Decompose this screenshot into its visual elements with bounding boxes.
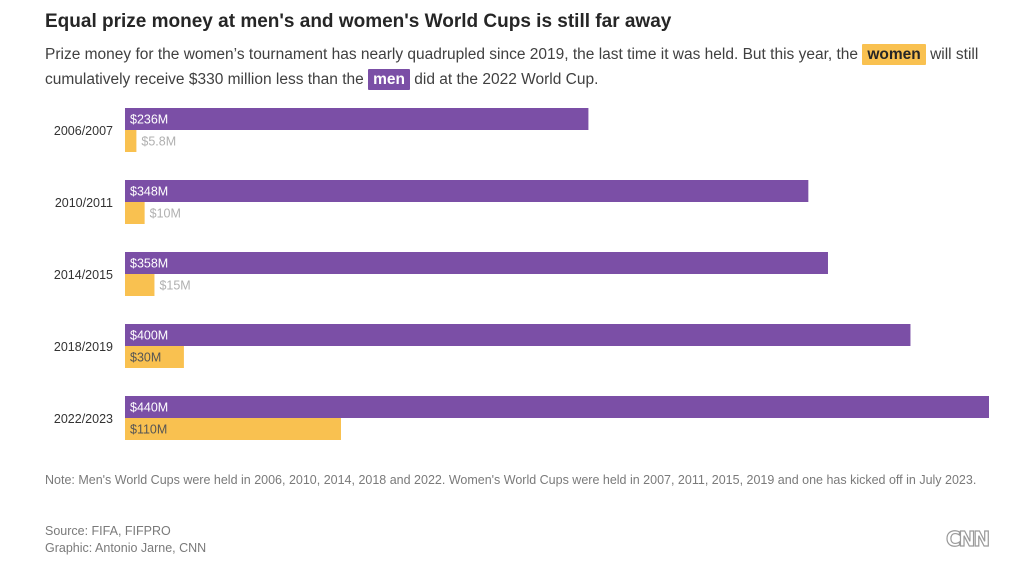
legend-women: women: [862, 44, 926, 65]
women-bar: [125, 274, 155, 296]
chart-note: Note: Men's World Cups were held in 2006…: [45, 473, 977, 487]
men-value-label: $440M: [130, 401, 168, 415]
women-bar: [125, 418, 341, 440]
source-text: Source: FIFA, FIFPRO: [45, 524, 171, 538]
men-bar: [125, 324, 911, 346]
chart-subtitle: Prize money for the women’s tournament h…: [45, 42, 1005, 92]
category-label: 2022/2023: [54, 412, 113, 426]
legend-men: men: [368, 69, 410, 90]
men-bar: [125, 108, 589, 130]
men-bar: [125, 180, 809, 202]
women-value-label: $5.8M: [141, 135, 176, 149]
men-bar: [125, 396, 989, 418]
chart-source: Source: FIFA, FIFPRO Graphic: Antonio Ja…: [45, 523, 206, 557]
women-value-label: $15M: [159, 279, 190, 293]
women-value-label: $10M: [150, 207, 181, 221]
chart-title: Equal prize money at men's and women's W…: [45, 11, 672, 32]
men-value-label: $348M: [130, 185, 168, 199]
bar-chart: 2006/2007 $236M $5.8M 2010/2011 $348M $10M 201…: [54, 108, 989, 440]
subtitle-text-3: did at the 2022 World Cup.: [414, 71, 599, 88]
subtitle-text-1: Prize money for the women’s tournament h…: [45, 46, 859, 63]
cnn-logo: CNN: [945, 526, 990, 551]
category-label: 2014/2015: [54, 268, 113, 282]
category-label: 2006/2007: [54, 124, 113, 138]
women-value-label: $30M: [130, 351, 161, 365]
men-value-label: $358M: [130, 257, 168, 271]
women-bar: [125, 130, 137, 152]
subtitle-text-2: will still cumulatively receive $330 mil…: [45, 46, 979, 88]
category-label: 2010/2011: [55, 196, 113, 210]
men-bar: [125, 252, 828, 274]
men-value-label: $400M: [130, 329, 168, 343]
graphic-credit: Graphic: Antonio Jarne, CNN: [45, 541, 207, 555]
men-value-label: $236M: [130, 113, 168, 127]
women-bar: [125, 202, 145, 224]
women-bar: [125, 346, 184, 368]
category-label: 2018/2019: [54, 340, 113, 354]
women-value-label: $110M: [130, 423, 167, 437]
